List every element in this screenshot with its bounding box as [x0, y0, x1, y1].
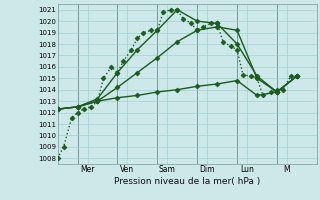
- X-axis label: Pression niveau de la mer( hPa ): Pression niveau de la mer( hPa ): [114, 177, 260, 186]
